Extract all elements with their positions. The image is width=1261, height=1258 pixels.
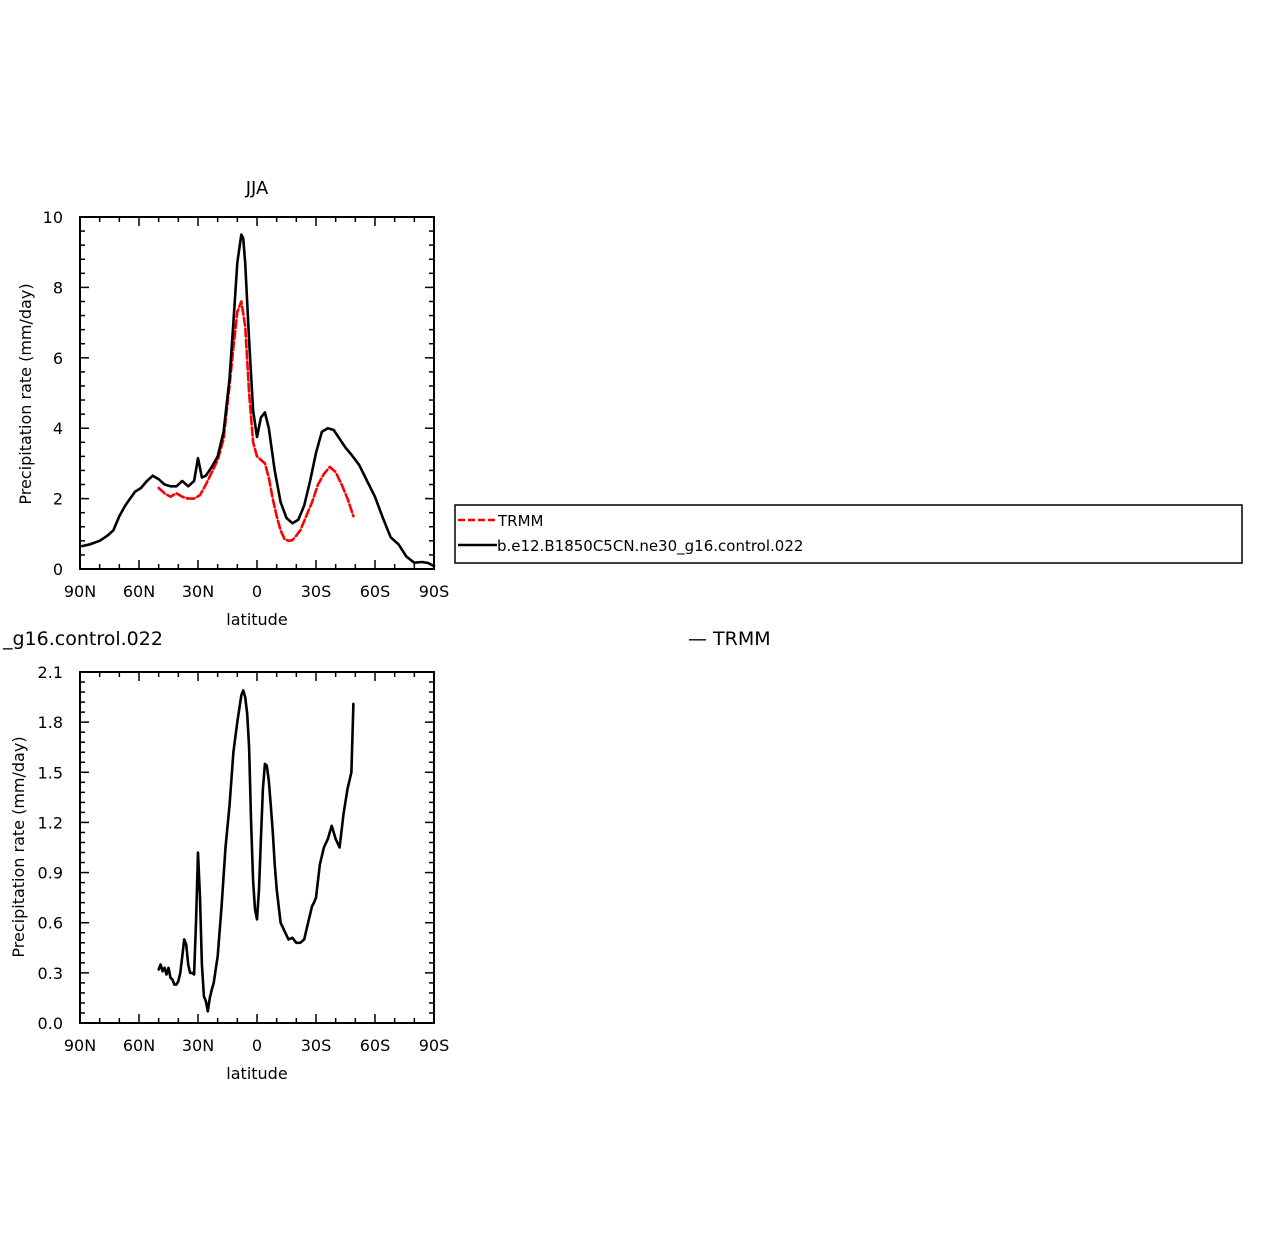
top-y-tick-label: 4: [53, 419, 63, 438]
bottom-plot-frame: [79, 671, 435, 1024]
top-x-axis-title: latitude: [226, 610, 287, 629]
bottom-right-label: — TRMM: [688, 628, 771, 650]
bottom-x-tick-label: 60S: [360, 1036, 391, 1055]
top-x-tick-label: 30S: [301, 582, 332, 601]
bottom-y-tick-label: 1.8: [38, 713, 63, 732]
bottom-y-tick-label: 2.1: [38, 663, 63, 682]
top-panel: JJA 0 2 4 6 8 10 90N 60N 30N 0 30S 60S 90S latitude…: [16, 178, 1243, 629]
bottom-x-tick-label: 60N: [123, 1036, 155, 1055]
bottom-y-tick-label: 0.9: [38, 864, 63, 883]
top-x-tick-label: 60S: [360, 582, 391, 601]
bottom-series-model-line: [157, 689, 355, 1013]
top-y-tick-labels: 0 2 4 6 8 10: [43, 208, 63, 579]
top-plot-frame: [79, 216, 435, 570]
top-y-tick-label: 10: [43, 208, 63, 227]
bottom-y-axis-title: Precipitation rate (mm/day): [9, 736, 28, 957]
top-y-tick-label: 2: [53, 490, 63, 509]
top-title: JJA: [245, 178, 269, 199]
bottom-x-axis-title: latitude: [226, 1064, 287, 1083]
bottom-title: _g16.control.022: [2, 628, 163, 650]
top-x-tick-label: 60N: [123, 582, 155, 601]
bottom-y-tick-label: 1.2: [38, 813, 63, 832]
legend-label-trmm: TRMM: [497, 512, 543, 530]
bottom-grid-ticks: [79, 671, 435, 1024]
top-y-tick-label: 6: [53, 349, 63, 368]
top-series-trmm-line: [157, 300, 355, 543]
bottom-y-tick-labels: 0.0 0.3 0.6 0.9 1.2 1.5 1.8 2.1: [38, 663, 63, 1033]
bottom-x-tick-label: 90S: [419, 1036, 450, 1055]
top-x-tick-labels: 90N 60N 30N 0 30S 60S 90S: [64, 582, 449, 601]
bottom-y-tick-label: 0.3: [38, 964, 63, 983]
legend: TRMM b.e12.B1850C5CN.ne30_g16.control.02…: [454, 504, 1243, 564]
bottom-x-tick-label: 0: [252, 1036, 262, 1055]
bottom-x-tick-labels: 90N 60N 30N 0 30S 60S 90S: [64, 1036, 449, 1055]
top-x-tick-label: 0: [252, 582, 262, 601]
top-y-tick-label: 0: [53, 560, 63, 579]
legend-box: [454, 504, 1243, 564]
top-series: [80, 233, 436, 568]
bottom-panel: _g16.control.022 — TRMM 0.0 0.3 0.6 0.9 1.2 1…: [2, 628, 771, 1083]
bottom-y-tick-label: 0.6: [38, 914, 63, 933]
legend-label-model: b.e12.B1850C5CN.ne30_g16.control.022: [497, 537, 803, 556]
bottom-y-tick-label: 0.0: [38, 1014, 63, 1033]
top-y-tick-label: 8: [53, 278, 63, 297]
bottom-y-tick-label: 1.5: [38, 763, 63, 782]
bottom-x-tick-label: 30S: [301, 1036, 332, 1055]
top-x-tick-label: 30N: [182, 582, 214, 601]
top-y-axis-title: Precipitation rate (mm/day): [16, 283, 35, 504]
bottom-x-tick-label: 30N: [182, 1036, 214, 1055]
top-series-model-line: [80, 233, 436, 568]
bottom-x-tick-label: 90N: [64, 1036, 96, 1055]
top-x-tick-label: 90N: [64, 582, 96, 601]
bottom-series: [157, 689, 355, 1013]
top-x-tick-label: 90S: [419, 582, 450, 601]
